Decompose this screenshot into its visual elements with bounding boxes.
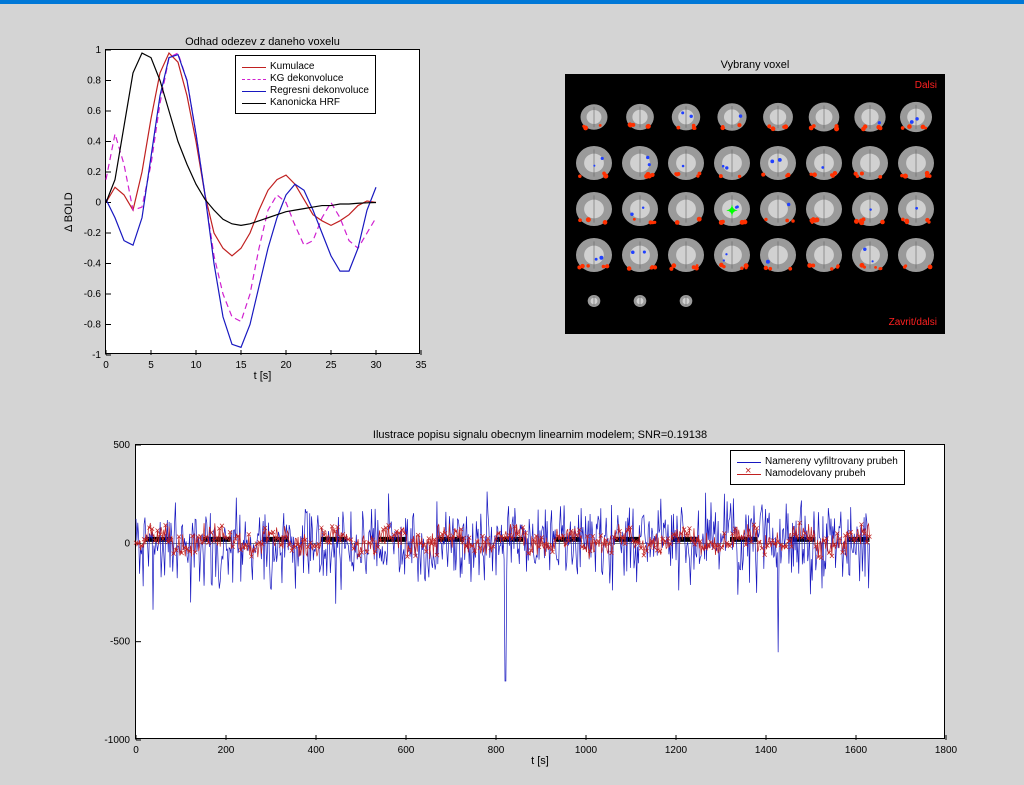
legend-item: Regresni dekonvoluce [242, 85, 369, 96]
brain-slice[interactable] [571, 232, 617, 278]
brain-slice[interactable] [847, 232, 893, 278]
top-left-ylabel: Δ BOLD [63, 192, 75, 232]
brain-slice[interactable] [663, 186, 709, 232]
brain-slice[interactable] [893, 186, 939, 232]
brain-slice[interactable] [893, 232, 939, 278]
brain-slice[interactable] [663, 140, 709, 186]
brain-slice[interactable] [893, 140, 939, 186]
legend-item: Kanonicka HRF [242, 97, 369, 108]
svg-text:-500: -500 [110, 637, 130, 648]
brain-slice[interactable] [663, 278, 709, 324]
brain-slice[interactable] [801, 232, 847, 278]
top-left-legend: KumulaceKG dekonvoluceRegresni dekonvolu… [235, 55, 376, 114]
brain-slice[interactable] [617, 186, 663, 232]
top-left-title: Odhad odezev z daneho voxelu [105, 36, 420, 48]
brain-slice[interactable] [755, 186, 801, 232]
legend-item: KG dekonvoluce [242, 73, 369, 84]
bottom-xlabel: t [s] [135, 755, 945, 767]
legend-label: KG dekonvoluce [270, 73, 343, 84]
next-button[interactable]: Dalsi [911, 78, 941, 93]
svg-text:-0.6: -0.6 [84, 289, 102, 300]
brain-slice[interactable] [617, 94, 663, 140]
legend-item: ×Namodelovany prubeh [737, 468, 898, 479]
brain-slice[interactable] [571, 94, 617, 140]
svg-text:-0.8: -0.8 [84, 320, 102, 331]
legend-item: Namereny vyfiltrovany prubeh [737, 456, 898, 467]
brain-slice[interactable] [801, 140, 847, 186]
bottom-chart: 020040060080010001200140016001800-1000-5… [135, 444, 945, 739]
legend-item: Kumulace [242, 61, 369, 72]
legend-label: Namodelovany prubeh [765, 468, 866, 479]
brain-slice[interactable] [755, 278, 801, 324]
brain-slice[interactable] [571, 278, 617, 324]
legend-label: Kumulace [270, 61, 314, 72]
brain-slice[interactable] [801, 186, 847, 232]
svg-text:0.4: 0.4 [87, 137, 101, 148]
brain-slice[interactable] [709, 94, 755, 140]
bottom-title: Ilustrace popisu signalu obecnym linearn… [135, 429, 945, 441]
svg-text:0: 0 [124, 538, 130, 549]
svg-text:-1: -1 [92, 350, 101, 361]
brain-slice[interactable] [755, 232, 801, 278]
figure-panel: { "colors": { "bg": "#d4d4d4", "panel_bg… [0, 4, 1024, 785]
brain-slice[interactable] [663, 94, 709, 140]
brain-slice[interactable] [801, 94, 847, 140]
brain-grid: ✦ [571, 94, 939, 324]
brain-slice[interactable] [893, 278, 939, 324]
svg-text:1: 1 [95, 45, 101, 56]
svg-text:0.6: 0.6 [87, 106, 101, 117]
brain-slice[interactable] [847, 186, 893, 232]
brain-slice[interactable] [709, 278, 755, 324]
brain-slice[interactable] [755, 94, 801, 140]
legend-label: Namereny vyfiltrovany prubeh [765, 456, 898, 467]
brain-slice[interactable] [847, 94, 893, 140]
legend-label: Regresni dekonvoluce [270, 85, 369, 96]
brain-slice[interactable]: ✦ [709, 186, 755, 232]
svg-text:500: 500 [113, 440, 130, 451]
svg-text:0.8: 0.8 [87, 76, 101, 87]
svg-text:-0.4: -0.4 [84, 259, 102, 270]
svg-text:0.2: 0.2 [87, 167, 101, 178]
brain-slice[interactable] [617, 232, 663, 278]
top-right-title: Vybrany voxel [565, 59, 945, 71]
svg-text:0: 0 [95, 198, 101, 209]
brain-slice[interactable] [571, 186, 617, 232]
brain-slice[interactable] [663, 232, 709, 278]
brain-slice[interactable] [893, 94, 939, 140]
brain-slice[interactable] [571, 140, 617, 186]
brain-slice[interactable] [801, 278, 847, 324]
svg-text:-1000: -1000 [104, 735, 130, 746]
top-left-xlabel: t [s] [105, 370, 420, 382]
brain-slice[interactable] [709, 140, 755, 186]
brain-slice[interactable] [617, 140, 663, 186]
brain-slice[interactable] [847, 278, 893, 324]
brain-montage[interactable]: Dalsi Zavrit/dalsi ✦ [565, 74, 945, 334]
brain-slice[interactable] [755, 140, 801, 186]
brain-slice[interactable] [617, 278, 663, 324]
brain-slice[interactable] [709, 232, 755, 278]
svg-text:-0.2: -0.2 [84, 228, 102, 239]
bottom-legend: Namereny vyfiltrovany prubeh×Namodelovan… [730, 450, 905, 485]
legend-label: Kanonicka HRF [270, 97, 340, 108]
brain-slice[interactable] [847, 140, 893, 186]
